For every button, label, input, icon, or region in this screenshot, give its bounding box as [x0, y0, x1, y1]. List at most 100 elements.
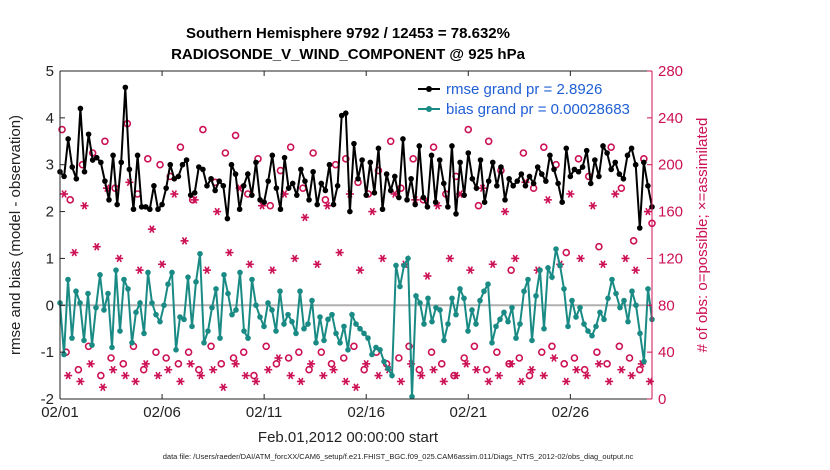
rmse-point: [620, 175, 627, 182]
bias-point: [169, 269, 175, 276]
rmse-point: [257, 197, 263, 203]
obs-assimilated-point: [319, 371, 328, 380]
bias-point: [181, 316, 187, 323]
obs-assimilated-point: [627, 371, 636, 380]
rmse-point: [265, 178, 272, 184]
bias-point: [445, 321, 451, 327]
bias-point: [281, 321, 287, 327]
obs-possible-point: [484, 137, 493, 146]
obs-possible-point: [617, 184, 626, 192]
x-tick-label: 02/16: [347, 404, 385, 421]
bias-point: [317, 314, 323, 320]
rmse-point: [559, 199, 565, 205]
rmse-point: [65, 136, 71, 142]
obs-possible-point: [395, 354, 403, 362]
bias-point: [493, 323, 499, 330]
obs-assimilated-point: [141, 359, 150, 368]
rmse-point: [220, 183, 227, 189]
obs-assimilated-point: [115, 254, 124, 263]
bias-point: [105, 290, 111, 297]
obs-assimilated-point: [356, 266, 365, 275]
obs-assimilated-point: [176, 377, 185, 386]
y-tick-label-right: 40: [658, 344, 675, 361]
obs-assimilated-point: [517, 377, 526, 386]
obs-possible-point: [184, 348, 193, 356]
bias-point: [237, 269, 243, 276]
bias-point: [273, 328, 279, 334]
rmse-point: [134, 152, 141, 159]
rmse-point: [400, 136, 406, 142]
y-tick-label: 5: [46, 63, 54, 80]
bias-point: [117, 328, 123, 334]
bias-point: [617, 304, 623, 311]
bias-point: [225, 290, 231, 297]
bias-point: [157, 318, 163, 325]
bias-point: [321, 337, 327, 344]
obs-possible-point: [341, 155, 350, 163]
obs-assimilated-point: [550, 354, 559, 362]
rmse-point: [142, 204, 149, 210]
rmse-point: [261, 199, 267, 205]
bias-point: [465, 328, 471, 334]
obs-assimilated-point: [131, 377, 140, 386]
rmse-point: [175, 173, 182, 180]
bias-point: [469, 307, 475, 313]
bias-point: [73, 288, 79, 295]
rmse-point: [204, 183, 210, 189]
obs-possible-point: [386, 137, 395, 146]
bias-point: [93, 304, 99, 311]
rmse-point: [249, 192, 255, 198]
bias-point: [337, 339, 343, 346]
bias-point: [369, 351, 375, 358]
bias-point: [289, 318, 295, 325]
bias-point: [425, 295, 431, 302]
plot-area: [60, 71, 652, 399]
obs-assimilated-point: [605, 377, 614, 386]
bias-point: [121, 276, 127, 283]
obs-possible-point: [162, 354, 170, 362]
obs-assimilated-point: [374, 371, 383, 380]
bias-point: [353, 321, 359, 327]
obs-possible-point: [262, 342, 270, 351]
obs-possible-point: [156, 160, 164, 169]
bias-point: [553, 246, 559, 252]
obs-possible-point: [405, 342, 413, 351]
rmse-point: [306, 197, 312, 203]
obs-assimilated-point: [582, 371, 591, 380]
bias-point: [645, 286, 651, 292]
rmse-point: [277, 206, 284, 213]
bias-point: [285, 311, 291, 318]
obs-possible-point: [437, 360, 446, 368]
bias-point: [581, 321, 587, 327]
obs-assimilated-point: [621, 254, 630, 263]
obs-assimilated-point: [439, 377, 448, 386]
obs-possible-point: [239, 348, 248, 356]
bias-point: [609, 276, 615, 283]
obs-assimilated-point: [286, 371, 295, 380]
rmse-point: [281, 154, 288, 161]
bias-point: [293, 330, 299, 337]
x-tick-label: 02/11: [246, 404, 282, 421]
bias-point: [193, 279, 199, 285]
y-tick-label-right: 240: [658, 110, 683, 127]
obs-assimilated-point: [494, 371, 503, 380]
rmse-point: [200, 166, 206, 173]
legend-swatch-marker: [426, 86, 432, 92]
bias-point: [561, 286, 567, 292]
obs-assimilated-point: [190, 195, 199, 204]
y-tick-label-right: 160: [658, 204, 683, 221]
obs-assimilated-point: [368, 207, 377, 216]
rmse-point: [228, 161, 235, 168]
rmse-point: [481, 199, 488, 205]
bias-point: [101, 307, 107, 313]
obs-possible-point: [548, 342, 556, 351]
bias-point: [641, 358, 647, 365]
obs-assimilated-point: [323, 201, 332, 210]
y-tick-label: 0: [46, 297, 54, 314]
bias-point: [593, 323, 599, 330]
rmse-point: [126, 166, 133, 173]
bias-point: [505, 318, 511, 325]
obs-possible-point: [537, 348, 546, 356]
bias-point: [393, 262, 399, 269]
rmse-point: [118, 159, 125, 166]
